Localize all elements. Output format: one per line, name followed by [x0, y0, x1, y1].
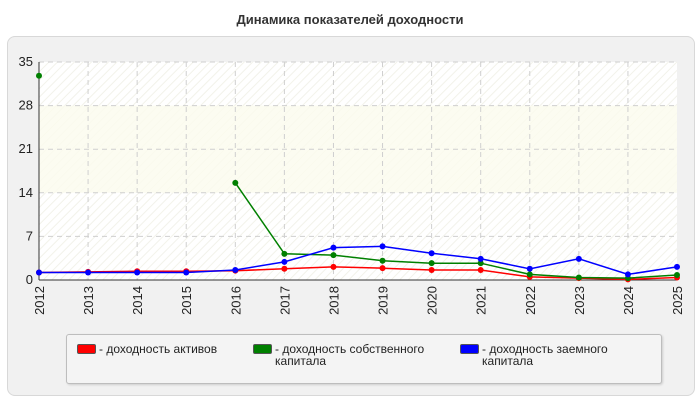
data-point-1	[330, 252, 337, 259]
data-point-2	[575, 255, 582, 262]
y-tick-label: 7	[26, 228, 33, 243]
x-tick-label: 2022	[523, 286, 538, 315]
x-tick-label: 2013	[81, 286, 96, 315]
x-tick-label: 2019	[376, 286, 391, 315]
data-point-1	[575, 274, 582, 281]
x-tick-label: 2024	[621, 286, 636, 315]
series-line-2	[39, 245, 678, 276]
x-tick-label: 2021	[474, 286, 489, 315]
data-point-1	[36, 72, 42, 79]
data-point-1	[232, 179, 239, 186]
data-point-1	[526, 271, 533, 278]
chart-title: Динамика показателей доходности	[236, 12, 464, 27]
data-point-2	[232, 267, 239, 274]
x-tick-label: 2012	[32, 286, 47, 315]
data-point-0	[477, 267, 484, 274]
data-point-2	[134, 269, 141, 276]
series-line-0	[38, 266, 678, 281]
y-tick-label: 0	[26, 272, 33, 287]
data-point-2	[379, 243, 386, 250]
y-tick-label: 28	[19, 98, 33, 113]
data-point-2	[428, 250, 435, 257]
data-point-2	[183, 269, 190, 276]
x-tick-label: 2016	[228, 286, 243, 315]
data-point-1	[428, 260, 435, 267]
y-tick-label: 21	[19, 141, 33, 156]
legend-label: - доходность собственного капитала	[275, 342, 425, 368]
data-point-1	[674, 272, 680, 279]
data-point-2	[281, 258, 288, 265]
data-point-2	[330, 244, 337, 251]
data-point-0	[330, 263, 337, 270]
data-point-0	[379, 265, 386, 272]
data-point-1	[379, 257, 386, 264]
x-tick-label: 2014	[130, 286, 145, 315]
data-point-1	[281, 250, 288, 257]
data-point-0	[281, 265, 288, 272]
data-point-0	[428, 267, 435, 274]
y-tick-label: 35	[19, 54, 33, 69]
data-point-2	[674, 263, 680, 270]
legend-swatch	[253, 344, 272, 354]
legend-label: - доходность заемного капитала	[482, 342, 608, 368]
legend: - доходность активов - доходность собстве…	[66, 334, 662, 384]
data-point-2	[36, 269, 42, 276]
x-tick-label: 2017	[277, 286, 292, 315]
x-tick-label: 2015	[179, 286, 194, 315]
legend-swatch	[77, 344, 96, 354]
data-point-2	[624, 271, 631, 278]
legend-label: - доходность активов	[99, 342, 218, 356]
y-tick-label: 14	[19, 185, 33, 200]
legend-swatch	[460, 344, 479, 354]
data-point-2	[526, 265, 533, 272]
x-tick-label: 2025	[670, 286, 685, 315]
x-tick-label: 2018	[326, 286, 341, 315]
x-tick-label: 2020	[425, 286, 440, 315]
x-tick-label: 2023	[572, 286, 587, 315]
data-point-2	[85, 269, 92, 276]
data-point-1	[477, 260, 484, 267]
data-point-2	[477, 255, 484, 262]
